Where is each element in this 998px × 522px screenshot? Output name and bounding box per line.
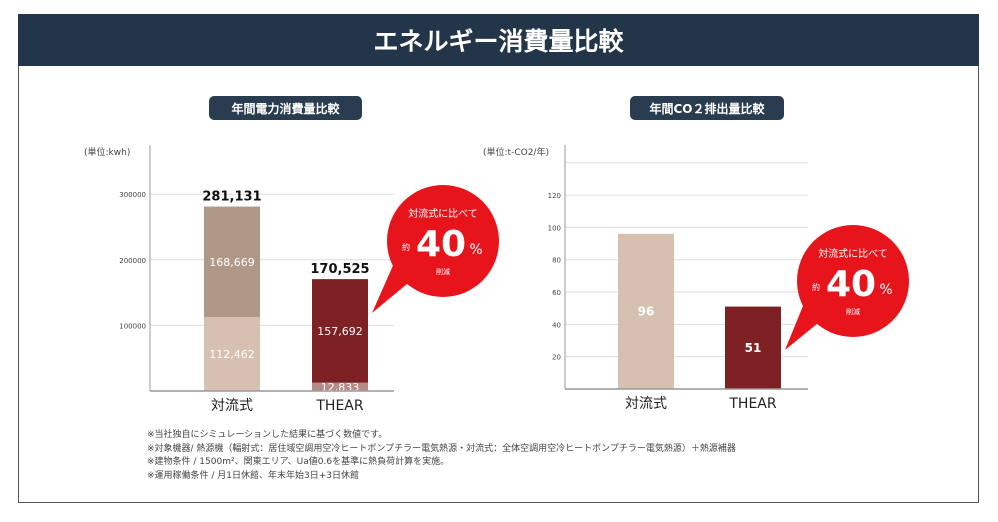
bar-segment	[312, 382, 368, 391]
bar	[618, 233, 674, 389]
y-tick-label: 80	[552, 257, 561, 265]
callout-unit: %	[469, 242, 482, 258]
y-tick-label: 20	[552, 354, 561, 362]
callout-bubble	[797, 225, 909, 337]
callout-suffix: 削減	[436, 267, 450, 276]
bar-value-label: 168,669	[209, 256, 255, 269]
y-tick-label: 40	[552, 321, 561, 329]
y-tick-label: 100000	[119, 322, 146, 330]
y-tick-label: 200000	[119, 257, 146, 265]
chart-title-co2: 年間CO２排出量比較	[630, 96, 784, 120]
callout-suffix: 削減	[846, 307, 860, 316]
bar-value-label: 157,692	[317, 325, 363, 338]
callout-value: 40	[416, 224, 466, 265]
y-tick-label: 100	[548, 224, 561, 232]
page-title: エネルギー消費量比較	[18, 14, 979, 66]
y-tick-label: 300000	[119, 191, 146, 199]
bar-total-label: 170,525	[310, 262, 369, 277]
bar-value-label: 51	[745, 341, 762, 355]
callout-text: 対流式に比べて	[818, 247, 888, 260]
callout-value: 40	[826, 264, 876, 305]
bar-value-label: 96	[638, 304, 655, 318]
chart-title-power: 年間電力消費量比較	[209, 96, 362, 120]
y-tick-label: 60	[552, 289, 561, 297]
note: ※建物条件 / 1500m²、関東エリア、Ua値0.6を基準に熱負荷計算を実施。	[147, 457, 450, 467]
x-category-label: THEAR	[315, 398, 364, 414]
callout-prefix: 約	[402, 242, 410, 252]
unit-label: (単位:t-CO2/年)	[483, 146, 549, 158]
callout-prefix: 約	[812, 282, 820, 292]
unit-label: (単位:kwh)	[84, 146, 130, 158]
bar-value-label: 12,833	[321, 381, 360, 394]
note: ※対象機器/ 熱源機（輻射式：居住域空調用空冷ヒートポンプチラー電気熱源・対流式…	[147, 443, 736, 454]
bar-total-label: 281,131	[202, 190, 261, 205]
x-category-label: THEAR	[728, 396, 777, 412]
callout-unit: %	[879, 282, 892, 298]
callout-text: 対流式に比べて	[408, 207, 478, 220]
bar-segment	[312, 279, 368, 383]
bar-segment	[204, 206, 260, 318]
bar-segment	[204, 317, 260, 391]
x-category-label: 対流式	[625, 396, 667, 412]
note: ※当社独自にシミュレーションした結果に基づく数値です。	[147, 430, 388, 440]
x-category-label: 対流式	[211, 398, 253, 414]
note: ※運用稼働条件 / 月1日休館、年末年始3日+3日休館	[147, 470, 360, 481]
callout-bubble	[387, 185, 499, 297]
y-tick-label: 120	[548, 192, 561, 200]
bar-value-label: 112,462	[209, 348, 255, 361]
notes: ※当社独自にシミュレーションした結果に基づく数値です。 ※対象機器/ 熱源機（輻…	[147, 429, 736, 483]
bar	[725, 306, 781, 389]
